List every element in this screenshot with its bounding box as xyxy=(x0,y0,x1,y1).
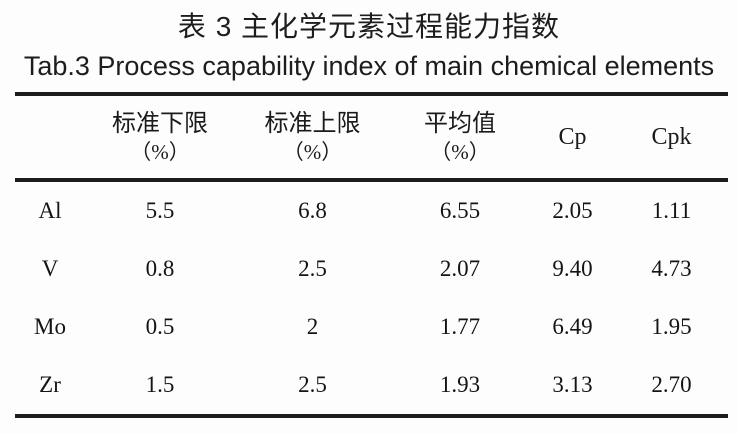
value-cell: 0.8 xyxy=(145,256,175,281)
table-row-v: V 0.8 2.5 2.07 9.40 4.73 xyxy=(15,240,728,298)
value-cell: 0.5 xyxy=(145,314,175,339)
value-cell: 2 xyxy=(306,314,319,339)
value-cell: 6.8 xyxy=(298,198,327,223)
header-mean-unit: （%） xyxy=(430,139,490,164)
process-capability-table: 标准下限 （%） 标准上限 （%） 平均值 （%） Cp Cpk xyxy=(15,92,728,418)
element-cell: Zr xyxy=(39,372,61,397)
value-cell: 1.95 xyxy=(651,314,692,339)
value-cell: 1.77 xyxy=(439,314,481,339)
table-row-zr: Zr 1.5 2.5 1.93 3.13 2.70 xyxy=(15,356,728,416)
table-caption-zh: 表 3 主化学元素过程能力指数 xyxy=(177,11,561,42)
header-upper-limit-unit: （%） xyxy=(282,139,343,164)
table-caption-en: Tab.3 Process capability index of main c… xyxy=(23,51,715,81)
value-cell: 6.49 xyxy=(552,314,593,339)
table-row-al: Al 5.5 6.8 6.55 2.05 1.11 xyxy=(15,180,728,240)
header-cp: Cp xyxy=(530,94,615,182)
header-lower-limit: 标准下限 （%） xyxy=(85,94,235,182)
header-upper-limit: 标准上限 （%） xyxy=(235,94,390,182)
header-element-blank xyxy=(15,94,85,182)
header-lower-limit-unit: （%） xyxy=(130,139,190,164)
value-cell: 2.07 xyxy=(439,256,481,281)
value-cell: 4.73 xyxy=(651,256,692,281)
value-cell: 1.11 xyxy=(651,198,692,223)
value-cell: 1.5 xyxy=(145,372,175,397)
value-cell: 2.05 xyxy=(552,198,593,223)
value-cell: 3.13 xyxy=(552,372,593,397)
header-lower-limit-label: 标准下限 xyxy=(112,110,208,137)
header-cpk-label: Cpk xyxy=(651,124,692,150)
value-cell: 1.93 xyxy=(439,372,481,397)
value-cell: 6.55 xyxy=(439,198,481,223)
header-cpk: Cpk xyxy=(615,94,728,182)
header-mean-label: 平均值 xyxy=(424,110,496,137)
element-cell: Al xyxy=(38,198,62,223)
value-cell: 2.5 xyxy=(298,256,327,281)
table-caption: 表 3 主化学元素过程能力指数 Tab.3 Process capability… xyxy=(0,0,738,85)
element-cell: Mo xyxy=(34,314,66,339)
value-cell: 5.5 xyxy=(145,198,175,223)
header-upper-limit-label: 标准上限 xyxy=(264,110,361,137)
table-header-row: 标准下限 （%） 标准上限 （%） 平均值 （%） Cp Cpk xyxy=(15,94,728,182)
header-mean: 平均值 （%） xyxy=(390,94,530,182)
table-row-mo: Mo 0.5 2 1.77 6.49 1.95 xyxy=(15,298,728,356)
value-cell: 9.40 xyxy=(552,256,593,281)
header-cp-label: Cp xyxy=(558,124,587,150)
element-cell: V xyxy=(41,256,59,281)
value-cell: 2.5 xyxy=(298,372,327,397)
value-cell: 2.70 xyxy=(651,372,692,397)
